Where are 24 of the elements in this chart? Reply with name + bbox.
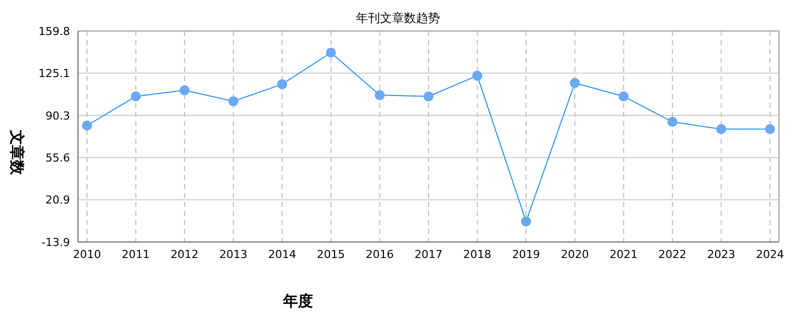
x-tick-label: 2020 — [560, 248, 589, 261]
x-tick-label: 2016 — [366, 248, 394, 261]
x-tick-label: 2010 — [73, 248, 101, 261]
chart-title: 年刊文章数趋势 — [356, 11, 440, 25]
x-tick-label: 2022 — [658, 248, 686, 261]
x-axis-title: 年度 — [282, 292, 314, 311]
x-tick-label: 2012 — [170, 248, 199, 261]
x-tick-label: 2023 — [707, 248, 736, 261]
x-tick-label: 2024 — [756, 248, 784, 261]
y-tick-label: 55.6 — [46, 151, 70, 164]
y-tick-label: 20.9 — [46, 194, 70, 207]
y-tick-label: -13.9 — [42, 236, 70, 249]
x-tick-label: 2019 — [512, 248, 540, 261]
x-tick-label: 2014 — [268, 248, 296, 261]
y-tick-label: 125.1 — [38, 67, 70, 80]
x-tick-label: 2013 — [219, 248, 248, 261]
x-tick-label: 2021 — [610, 248, 638, 261]
x-tick-label: 2015 — [316, 248, 345, 261]
y-axis-title: 文章数 — [6, 130, 26, 175]
x-tick-label: 2018 — [463, 248, 492, 261]
x-tick-label: 2017 — [414, 248, 442, 261]
y-tick-label: 159.8 — [38, 24, 70, 38]
x-tick-label: 2011 — [122, 248, 150, 261]
y-tick-label: 90.3 — [46, 109, 70, 122]
